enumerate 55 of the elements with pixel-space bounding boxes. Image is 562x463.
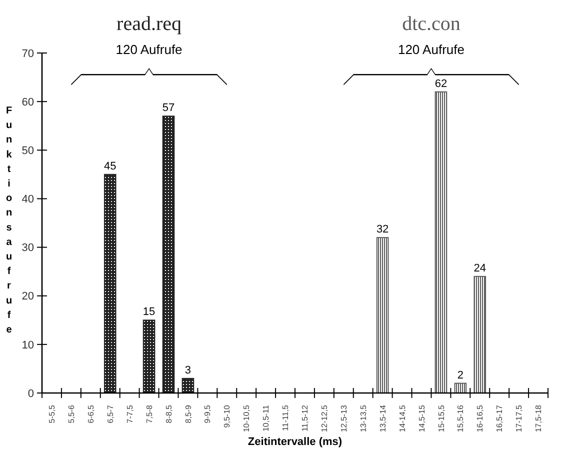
data-label: 62 (434, 78, 448, 90)
text: dtc.con (402, 13, 460, 35)
data-label: 24 (474, 262, 486, 274)
x-tick-label: 14,5-15 (417, 404, 426, 432)
y-tick-label: 40 (22, 194, 34, 206)
x-tick-label: 10,5-11 (262, 404, 271, 432)
y-tick-label: 20 (22, 290, 34, 303)
bar (474, 276, 486, 394)
x-axis-title: Zeitintervalle (ms) (248, 436, 342, 448)
x-tick-label: 9,5-10 (222, 404, 232, 428)
x-tick-label: 13,5-14 (378, 404, 388, 432)
x-tick-label: 11,5-12 (300, 404, 310, 432)
x-tick-label: 15,5-16 (456, 404, 466, 432)
bar (376, 237, 389, 394)
bar (162, 116, 175, 394)
data-label: 3 (184, 364, 192, 376)
x-tick-label: 16-16,5 (476, 404, 485, 432)
x-tick-label: 15-15,5 (436, 404, 446, 432)
bar (104, 174, 116, 394)
x-tick-label: 17,5-18 (534, 404, 544, 432)
x-tick-label: 5,5-6 (66, 404, 76, 424)
data-label: 2 (457, 369, 464, 382)
y-tick-label: 0 (28, 388, 34, 400)
data-label: 15 (142, 306, 156, 318)
bar (182, 378, 194, 394)
data-label: 45 (104, 160, 116, 172)
bar (142, 320, 156, 394)
x-tick-label: 11-11,5 (281, 404, 290, 431)
x-tick-label: 5-5,5 (48, 404, 57, 424)
x-tick-label: 12,5-13 (339, 404, 348, 432)
annotation: 120 Aufrufe (116, 42, 182, 57)
x-tick-label: 10-10,5 (242, 404, 252, 432)
y-tick-label: 70 (22, 48, 34, 60)
x-tick-label: 17-17,5 (514, 404, 524, 432)
x-tick-label: 7,5-8 (144, 404, 154, 424)
text: Funktionsaufrufe (6, 106, 12, 336)
annotation: 120 Aufrufe (398, 42, 464, 57)
bar (434, 91, 448, 394)
x-tick-label: 8-8,5 (164, 404, 174, 424)
x-tick-label: 13-13,5 (358, 404, 368, 432)
y-tick-label: 30 (22, 242, 34, 254)
x-tick-label: 8,5-9 (184, 404, 193, 424)
x-tick-label: 6-6,5 (86, 404, 96, 424)
data-label: 57 (162, 102, 175, 114)
x-tick-label: 16,5-17 (495, 404, 504, 432)
y-tick-label: 60 (22, 96, 34, 108)
x-tick-label: 14-14,5 (398, 404, 407, 432)
y-tick-label: 50 (22, 144, 34, 157)
x-tick-label: 7-7,5 (125, 404, 134, 424)
x-tick-label: 12-12,5 (320, 404, 329, 432)
data-label: 32 (376, 224, 389, 236)
y-tick-label: 10 (22, 339, 34, 352)
x-tick-label: 6,5-7 (106, 404, 115, 424)
text: read.req (116, 13, 182, 35)
x-tick-label: 9-9,5 (203, 404, 212, 424)
